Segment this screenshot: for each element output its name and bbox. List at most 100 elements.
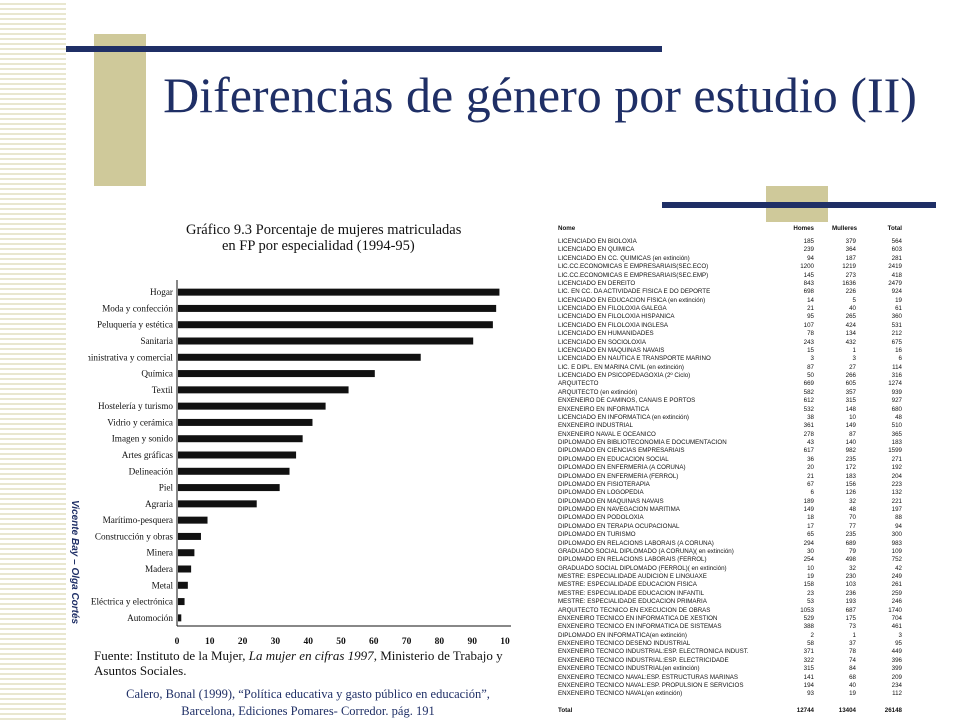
bar — [178, 402, 326, 410]
bar — [178, 549, 195, 557]
cell-name: LIC.CC.ECONÓMICAS E EMPRESARIAIS(SEC.ECO… — [558, 263, 709, 271]
source-suffix: , Ministerio de Trabajo y Asuntos Social… — [94, 648, 503, 678]
cell-name: DIPLOMADO EN TURISMO — [558, 531, 636, 539]
cell-homes: 78 — [807, 330, 814, 338]
cell-total: 48 — [895, 413, 902, 421]
cell-mulleres: 424 — [845, 321, 856, 329]
cell-name: DIPLOMADO EN PODOLOXÍA — [558, 514, 644, 522]
cell-total: 675 — [891, 338, 902, 346]
cell-total: 212 — [891, 330, 902, 338]
navy-rule-top — [66, 46, 662, 52]
cell-homes: 67 — [807, 480, 814, 488]
source-italic: La mujer en cifras 1997 — [248, 648, 374, 663]
cell-name: DIPLOMADO EN MÁQUINAS NAVAIS — [558, 497, 664, 505]
cell-name: GRADUADO SOCIAL DIPLOMADO (FERROL)( en e… — [558, 564, 727, 572]
bar — [178, 386, 349, 394]
cell-name: DIPLOMADO EN BIBLIOTECONOMÍA E DOCUMENTA… — [558, 439, 727, 446]
cell-name: ENXEÑEIRO DE CAMIÑOS, CANAIS E PORTOS — [558, 397, 696, 405]
cell-total: 61 — [895, 305, 902, 312]
category-label: Moda y confección — [102, 303, 173, 313]
x-tick-label: 70 — [402, 637, 412, 647]
cell-mulleres: 357 — [845, 388, 856, 396]
category-label: Artes gráficas — [122, 450, 174, 460]
cell-mulleres: 48 — [849, 506, 856, 513]
cell-total: 418 — [891, 271, 902, 279]
cell-total: 249 — [891, 573, 902, 580]
cell-homes: 315 — [803, 665, 814, 673]
cell-mulleres: 364 — [845, 246, 856, 254]
cell-name: ENXEÑEIRO TÉCNICO NAVAL:ESP. PROPULSIÓN … — [558, 681, 744, 689]
cell-homes: 141 — [803, 673, 814, 681]
cell-homes: 6 — [810, 489, 814, 497]
cell-total: 360 — [891, 313, 902, 321]
table-row: DIPLOMADO EN RELACIÓNS LABORAIS (FERROL)… — [556, 556, 912, 564]
cell-mulleres: 70 — [849, 514, 856, 522]
bar — [178, 435, 303, 443]
cell-total: 94 — [895, 522, 902, 530]
cell-total: 603 — [891, 246, 902, 254]
cell-homes: 38 — [807, 413, 814, 421]
cell-homes: 21 — [807, 305, 814, 312]
cell-mulleres: 432 — [845, 338, 856, 346]
cell-mulleres: 27 — [849, 363, 856, 371]
table-row: GRADUADO SOCIAL DIPLOMADO (A CORUÑA)( en… — [556, 548, 912, 556]
cell-homes: 20 — [807, 464, 814, 472]
category-label: Madera — [145, 564, 173, 574]
cell-homes: 21 — [807, 472, 814, 480]
cell-total: 680 — [891, 405, 902, 413]
bar — [178, 500, 257, 508]
cell-name: LICENCIADO EN FILOLOXÍA GALEGA — [558, 305, 667, 312]
header-mulleres: Mulleres — [832, 225, 858, 232]
chart-source-note: Fuente: Instituto de la Mujer, La mujer … — [94, 648, 519, 678]
table-row: MESTRE: ESPECIALIDADE EDUCACIÓN FÍSICA 15… — [556, 581, 912, 589]
cell-total: 1599 — [888, 447, 902, 455]
table-row: LIC.CC.ECONÓMICAS E EMPRESARIAIS(SEC.EMP… — [556, 272, 912, 280]
cell-total: 1274 — [888, 380, 902, 388]
hatched-margin-decoration — [0, 0, 66, 720]
cell-homes: 158 — [803, 581, 814, 589]
table-row: DIPLOMADO EN FISIOTERAPIA 67 156 223 — [556, 481, 912, 489]
table-row: ENXEÑEIRO TÉCNICO NAVAL:ESP. PROPULSIÓN … — [556, 682, 912, 690]
cell-total: 281 — [891, 254, 902, 262]
table-row: GRADUADO SOCIAL DIPLOMADO (FERROL)( en e… — [556, 565, 912, 573]
header-total: Total — [887, 225, 902, 232]
cell-homes: 617 — [803, 447, 814, 455]
table-row: MESTRE: ESPECIALIDADE AUDICIÓN E LINGUAX… — [556, 573, 912, 581]
cell-mulleres: 226 — [845, 288, 856, 296]
cell-homes: 322 — [803, 656, 814, 664]
citation-line1: Calero, Bonal (1999), “Política educativ… — [126, 687, 490, 701]
table-row: DIPLOMADO EN EDUCACIÓN SOCIAL 36 235 271 — [556, 456, 912, 464]
cell-total: 983 — [891, 539, 902, 547]
cell-homes: 698 — [803, 288, 814, 296]
cell-mulleres: 1 — [852, 631, 856, 639]
cell-total: 399 — [891, 665, 902, 673]
category-label: Automoción — [127, 613, 173, 623]
cell-mulleres: 379 — [845, 238, 856, 245]
cell-name: DIPLOMADO EN NAVEGACIÓN MARÍTIMA — [558, 506, 680, 513]
cell-name: ENXEÑEIRO TÉCNICO NAVAL(en extinción) — [558, 690, 683, 698]
category-label: Química — [141, 369, 173, 379]
category-label: Peluquería y estética — [97, 320, 173, 330]
cell-total: 300 — [891, 531, 902, 539]
category-label: Minera — [146, 548, 173, 558]
cell-name: LICENCIADO EN FILOLOXÍA HISPÁNICA — [558, 313, 675, 321]
cell-name: ENXEÑEIRO TÉCNICO EN INFORMÁTICA DE XEST… — [558, 614, 718, 622]
cell-mulleres: 1636 — [842, 279, 856, 287]
cell-total: 19 — [895, 296, 902, 304]
cell-total: 223 — [891, 480, 902, 488]
table-row: DIPLOMADO EN RELACIÓNS LABORAIS (A CORUÑ… — [556, 540, 912, 548]
table-row: LICENCIADO EN CC. QUÍMICAS (en extinción… — [556, 255, 912, 263]
cell-homes: 93 — [807, 690, 814, 698]
x-tick-label: 40 — [303, 637, 313, 647]
table-row: MESTRE: ESPECIALIDADE EDUCACIÓN PRIMARIA… — [556, 598, 912, 606]
table-row: LICENCIADO EN EDUCACIÓN FÍSICA (en extin… — [556, 297, 912, 305]
cell-total: 132 — [891, 489, 902, 497]
cell-total: 95 — [895, 640, 902, 647]
cell-mulleres: 1219 — [842, 263, 856, 271]
table-row: LICENCIADO EN FILOLOXÍA HISPÁNICA 95 265 36… — [556, 313, 912, 321]
cell-homes: 582 — [803, 388, 814, 396]
cell-total: 1740 — [888, 606, 902, 614]
cell-homes: 53 — [807, 598, 814, 606]
cell-mulleres: 187 — [845, 254, 856, 262]
cell-name: ENXEÑEIRO NAVAL E OCEÁNICO — [558, 430, 656, 438]
